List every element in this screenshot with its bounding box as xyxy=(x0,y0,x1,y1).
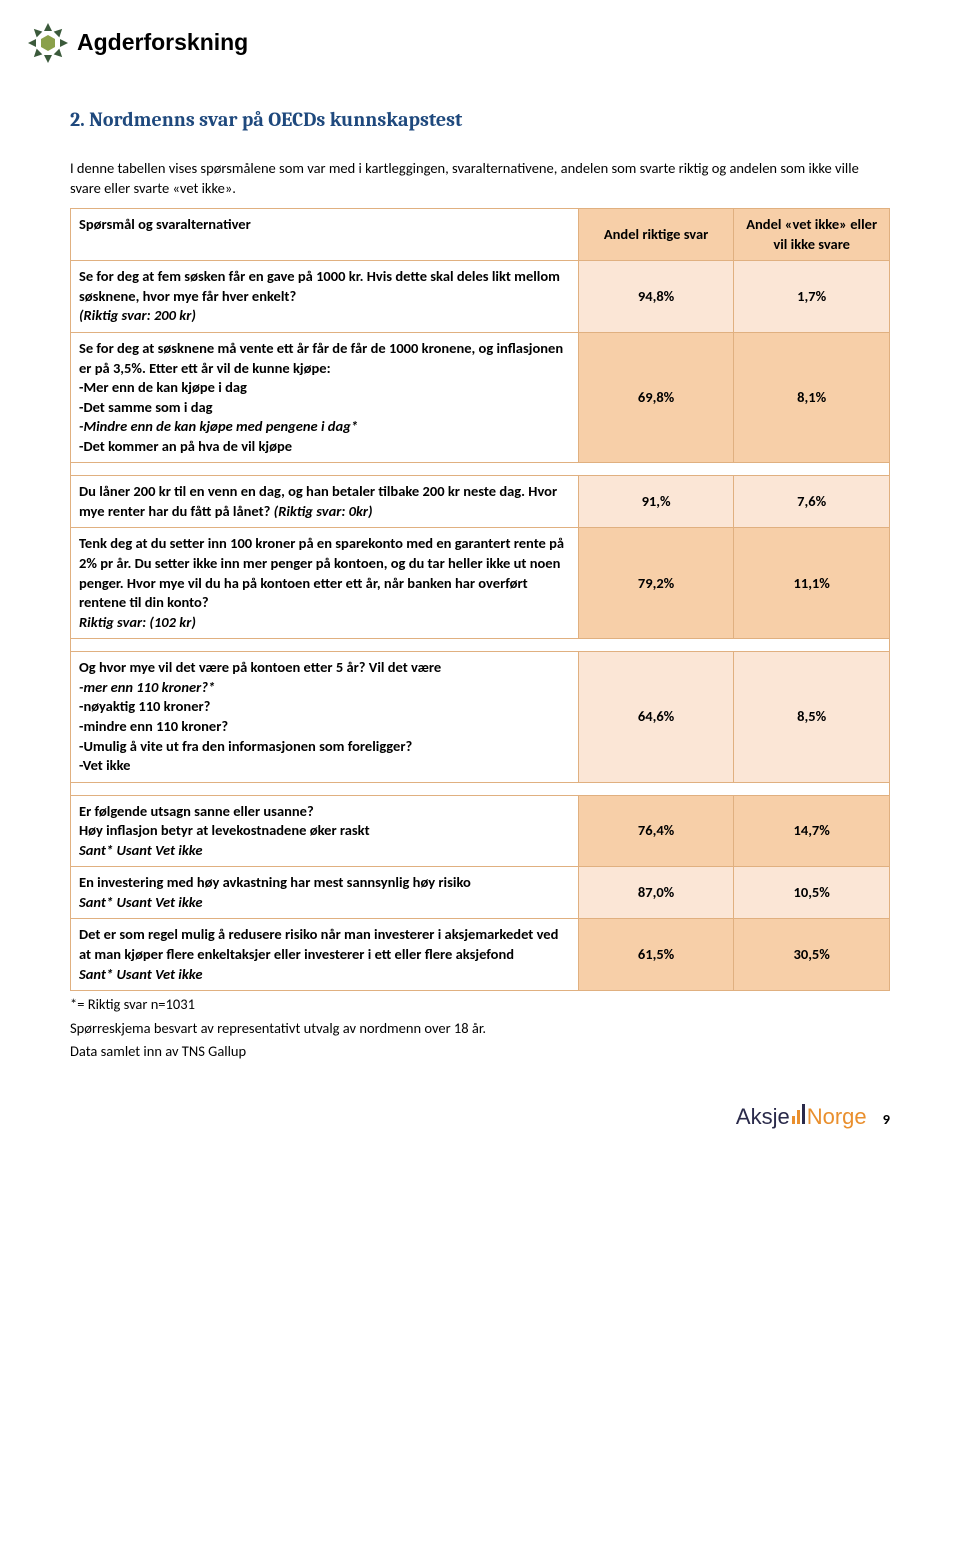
logo-part-a: Aksje xyxy=(736,1102,790,1132)
value-dontknow: 1,7% xyxy=(734,261,890,333)
question-cell: Du låner 200 kr til en venn en dag, og h… xyxy=(71,476,579,528)
value-correct: 61,5% xyxy=(578,919,734,991)
brand-name: Agderforskning xyxy=(77,27,248,58)
document-header: Agderforskning xyxy=(25,20,890,66)
value-dontknow: 11,1% xyxy=(734,528,890,639)
value-dontknow: 14,7% xyxy=(734,795,890,867)
value-correct: 64,6% xyxy=(578,652,734,782)
value-dontknow: 30,5% xyxy=(734,919,890,991)
aksjenorge-logo: Aksje Norge xyxy=(736,1102,867,1132)
value-correct: 69,8% xyxy=(578,332,734,462)
table-row: Se for deg at søsknene må vente ett år f… xyxy=(71,332,890,462)
question-cell: Og hvor mye vil det være på kontoen ette… xyxy=(71,652,579,782)
table-row: Og hvor mye vil det være på kontoen ette… xyxy=(71,652,890,782)
logo-part-b: Norge xyxy=(807,1102,867,1132)
footnote-1: *= Riktig svar n=1031 xyxy=(70,995,890,1015)
footnote-2: Spørreskjema besvart av representativt u… xyxy=(70,1019,890,1039)
value-correct: 91,% xyxy=(578,476,734,528)
question-cell: Se for deg at fem søsken får en gave på … xyxy=(71,261,579,333)
value-dontknow: 8,5% xyxy=(734,652,890,782)
table-row: Se for deg at fem søsken får en gave på … xyxy=(71,261,890,333)
agderforskning-logo-icon xyxy=(25,20,71,66)
value-correct: 79,2% xyxy=(578,528,734,639)
footnote-3: Data samlet inn av TNS Gallup xyxy=(70,1042,890,1062)
value-dontknow: 10,5% xyxy=(734,867,890,919)
question-cell: Det er som regel mulig å redusere risiko… xyxy=(71,919,579,991)
value-correct: 94,8% xyxy=(578,261,734,333)
value-correct: 76,4% xyxy=(578,795,734,867)
table-header-col1: Andel riktige svar xyxy=(578,209,734,261)
table-row: Det er som regel mulig å redusere risiko… xyxy=(71,919,890,991)
question-cell: En investering med høy avkastning har me… xyxy=(71,867,579,919)
page-title: 2. Nordmenns svar på OECDs kunnskapstest xyxy=(70,106,890,133)
logo-bars-icon xyxy=(791,1104,806,1124)
question-cell: Tenk deg at du setter inn 100 kroner på … xyxy=(71,528,579,639)
table-row: En investering med høy avkastning har me… xyxy=(71,867,890,919)
table-header-question: Spørsmål og svaralternativer xyxy=(71,209,579,261)
table-header-col2: Andel «vet ikke» eller vil ikke svare xyxy=(734,209,890,261)
page-number: 9 xyxy=(883,1110,890,1130)
intro-paragraph: I denne tabellen vises spørsmålene som v… xyxy=(70,159,890,198)
value-dontknow: 7,6% xyxy=(734,476,890,528)
table-row: Er følgende utsagn sanne eller usanne?Hø… xyxy=(71,795,890,867)
value-dontknow: 8,1% xyxy=(734,332,890,462)
value-correct: 87,0% xyxy=(578,867,734,919)
table-row: Tenk deg at du setter inn 100 kroner på … xyxy=(71,528,890,639)
question-cell: Er følgende utsagn sanne eller usanne?Hø… xyxy=(71,795,579,867)
results-table: Spørsmål og svaralternativerAndel riktig… xyxy=(70,208,890,991)
question-cell: Se for deg at søsknene må vente ett år f… xyxy=(71,332,579,462)
table-row: Du låner 200 kr til en venn en dag, og h… xyxy=(71,476,890,528)
page-footer: Aksje Norge 9 xyxy=(70,1102,890,1132)
